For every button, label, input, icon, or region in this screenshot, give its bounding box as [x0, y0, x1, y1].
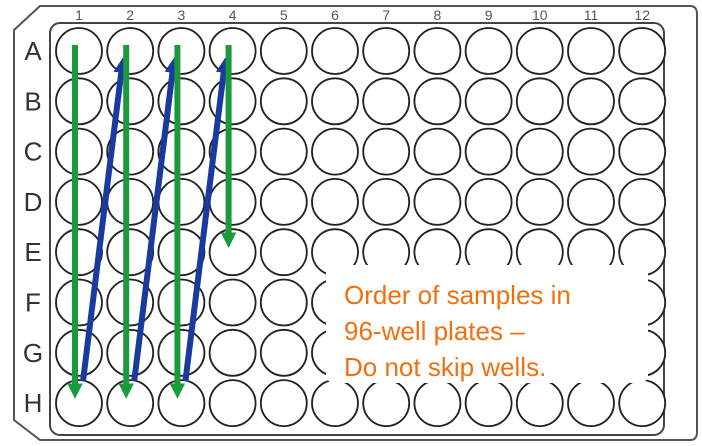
- well-C3: [157, 127, 206, 176]
- well-C6: [311, 127, 359, 176]
- column-label-9: 9: [485, 7, 493, 23]
- well-A5: [259, 27, 308, 75]
- row-label-B: B: [24, 86, 41, 116]
- well-D5: [259, 177, 308, 226]
- well-B7: [362, 77, 411, 126]
- row-label-F: F: [25, 288, 41, 318]
- well-B11: [567, 77, 615, 126]
- column-label-6: 6: [331, 7, 339, 23]
- well-G1: [55, 328, 103, 377]
- row-label-C: C: [24, 137, 43, 167]
- well-H10: [515, 379, 564, 428]
- column-label-7: 7: [382, 7, 390, 23]
- well-D1: [55, 177, 103, 226]
- well-A10: [515, 27, 564, 75]
- well-C10: [515, 127, 564, 176]
- well-D2: [106, 177, 155, 226]
- well-C8: [413, 127, 462, 176]
- well-H12: [618, 379, 667, 428]
- well-B1: [55, 77, 103, 126]
- well-E5: [259, 228, 308, 277]
- row-label-D: D: [24, 187, 43, 217]
- well-A7: [362, 27, 411, 75]
- well-A4: [208, 27, 257, 75]
- row-label-A: A: [24, 36, 42, 66]
- well-F5: [259, 278, 308, 327]
- well-A3: [157, 27, 206, 75]
- well-C4: [208, 127, 257, 176]
- well-B12: [618, 77, 667, 126]
- well-D4: [208, 177, 257, 226]
- well-A11: [567, 27, 615, 75]
- well-C5: [259, 127, 308, 176]
- well-A12: [618, 27, 667, 75]
- wells: [55, 27, 667, 428]
- well-A6: [311, 27, 359, 75]
- well-A2: [106, 27, 155, 75]
- well-C1: [55, 127, 103, 176]
- well-H5: [259, 379, 308, 428]
- column-label-8: 8: [434, 7, 442, 23]
- well-H7: [362, 379, 411, 428]
- well-B5: [259, 77, 308, 126]
- arrow-4-up: [131, 57, 181, 382]
- well-H6: [311, 379, 359, 428]
- well-C11: [567, 127, 615, 176]
- well-H9: [464, 379, 513, 428]
- well-D6: [311, 177, 359, 226]
- well-C2: [106, 127, 155, 176]
- well-D8: [413, 177, 462, 226]
- well-H8: [413, 379, 462, 428]
- well-G5: [259, 328, 308, 377]
- well-C12: [618, 127, 667, 176]
- well-B9: [464, 77, 513, 126]
- column-labels: 1 2 3 4 5 6 7 8 9 10 11 12: [75, 7, 650, 23]
- column-label-12: 12: [634, 7, 650, 23]
- column-label-1: 1: [75, 7, 83, 23]
- well-H11: [567, 379, 615, 428]
- well-C7: [362, 127, 411, 176]
- well-F4: [208, 278, 257, 327]
- column-label-5: 5: [280, 7, 288, 23]
- column-label-3: 3: [178, 7, 186, 23]
- row-label-H: H: [24, 388, 43, 418]
- column-label-10: 10: [532, 7, 548, 23]
- column-label-11: 11: [584, 7, 599, 23]
- well-D12: [618, 177, 667, 226]
- well-B10: [515, 77, 564, 126]
- note-box: [326, 265, 648, 383]
- well-E4: [208, 228, 257, 277]
- sample-order-arrows: [67, 45, 237, 399]
- note-line-2: 96-well plates –: [344, 316, 525, 346]
- well-A9: [464, 27, 513, 75]
- well-C9: [464, 127, 513, 176]
- well-A8: [413, 27, 462, 75]
- well-G3: [157, 328, 206, 377]
- note-line-1: Order of samples in: [344, 280, 571, 310]
- row-label-G: G: [23, 338, 43, 368]
- well-H3: [157, 379, 206, 428]
- well-H1: [55, 379, 103, 428]
- well-G4: [208, 328, 257, 377]
- well-H4: [208, 379, 257, 428]
- well-B6: [311, 77, 359, 126]
- column-label-4: 4: [229, 7, 237, 23]
- column-label-2: 2: [126, 7, 134, 23]
- well-D10: [515, 177, 564, 226]
- well-A1: [55, 27, 103, 75]
- well-D3: [157, 177, 206, 226]
- arrow-2-up: [80, 57, 129, 382]
- note-line-3: Do not skip wells.: [344, 352, 546, 382]
- well-D7: [362, 177, 411, 226]
- well-D11: [567, 177, 615, 226]
- well-D9: [464, 177, 513, 226]
- well-H2: [106, 379, 155, 428]
- row-label-E: E: [24, 237, 41, 267]
- well-B8: [413, 77, 462, 126]
- arrow-6-up: [182, 57, 232, 382]
- well-G2: [106, 328, 155, 377]
